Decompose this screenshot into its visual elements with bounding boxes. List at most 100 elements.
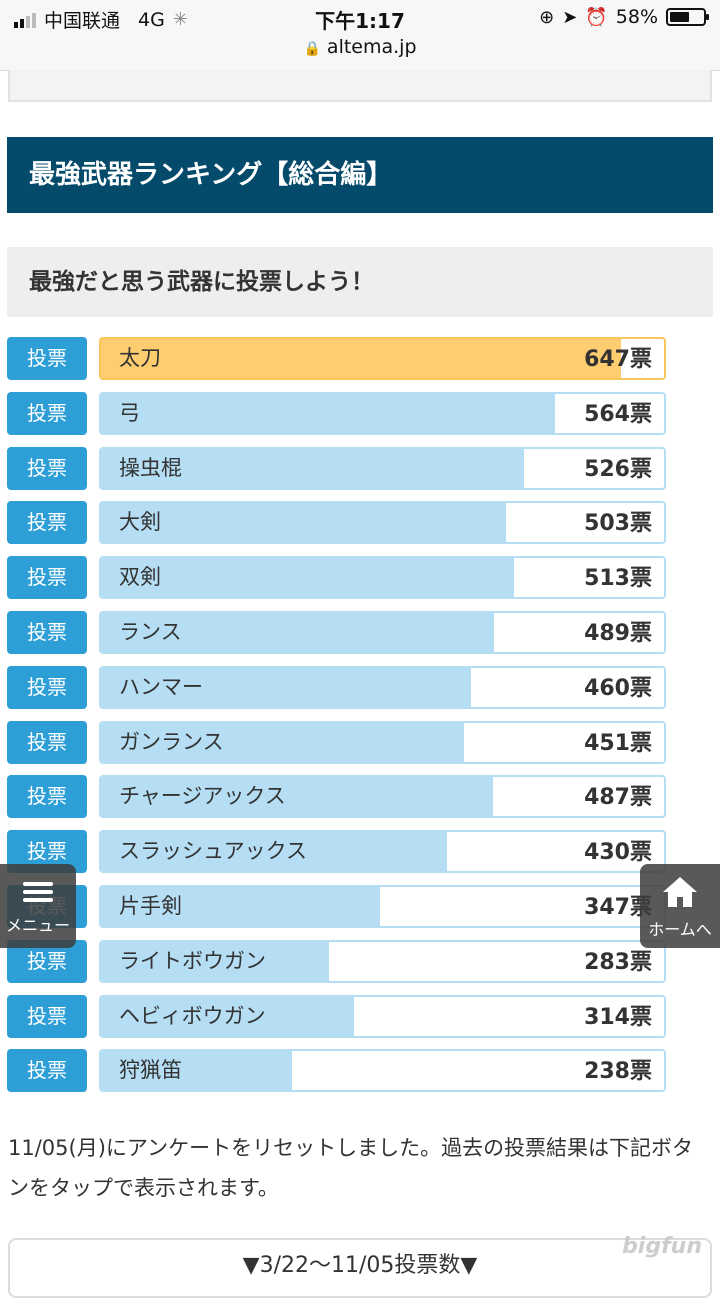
weapon-name: スラッシュアックス [119,839,307,863]
vote-button[interactable]: 投票 [7,501,87,544]
rotation-lock-icon: ⊕ [539,6,555,28]
vote-bar-fill [101,394,555,433]
vote-bar-fill [101,777,493,816]
status-bar: 中国联通 4G ✳ 下午1:17 ⊕ ➤ ⏰ 58% 🔒 altema.jp [0,0,720,71]
vote-count: 513票 [584,566,652,591]
vote-bar: 片手剣 347票 [99,885,666,928]
vote-bar: ヘビィボウガン 314票 [99,995,666,1038]
vote-bar-fill [101,668,471,707]
vote-bar-fill [101,942,329,981]
vote-count: 238票 [584,1059,652,1084]
ranking-row: 投票 大剣 503票 [0,501,720,545]
vote-bar: 双剣 513票 [99,556,666,599]
ranking-row: 投票 ハンマー 460票 [0,666,720,710]
vote-bar: 弓 564票 [99,392,666,435]
battery-percent: 58% [615,6,658,28]
vote-bar: チャージアックス 487票 [99,775,666,818]
vote-button[interactable]: 投票 [7,995,87,1038]
weapon-name: 大剣 [119,510,161,534]
ranking-row: 投票片手剣347票 [0,885,720,929]
vote-bar-fill [101,887,381,926]
weapon-name: 太刀 [119,346,161,370]
vote-bar: 大剣 503票 [99,501,666,544]
floating-home-button[interactable]: ホームへ [640,864,720,948]
vote-count: 503票 [584,511,652,536]
vote-button[interactable]: 投票 [7,556,87,599]
menu-icon [23,882,53,902]
ranking-row: 投票 太刀 647票 [0,337,720,381]
ranking-row: 投票 弓 564票 [0,392,720,436]
vote-bar: ガンランス 451票 [99,721,666,764]
ranking-row: 投票 スラッシュアックス 430票 [0,830,720,874]
vote-bar: 操虫棍 526票 [99,447,666,490]
lock-icon: 🔒 [303,41,321,57]
battery-icon [666,8,709,26]
weapon-name: 片手剣 [119,894,182,918]
loading-spinner-icon: ✳ [172,9,188,30]
ranking-row: 投票 ライトボウガン 283票 [0,940,720,984]
watermark-logo: bigfun [622,1234,702,1259]
vote-count: 647票 [584,347,652,372]
ranking-row: 投票 ヘビィボウガン 314票 [0,995,720,1039]
signal-icon [14,12,36,28]
weapon-name: 弓 [119,401,140,425]
vote-bar-fill [101,613,495,652]
vote-bar-fill [101,1051,293,1090]
vote-button[interactable]: 投票 [7,337,87,380]
vote-bar-fill [101,832,447,871]
vote-count: 489票 [584,621,652,646]
clock: 下午1:17 [315,9,405,33]
vote-button[interactable]: 投票 [7,447,87,490]
vote-button[interactable]: 投票 [7,775,87,818]
ranking-row: 投票 狩猟笛 238票 [0,1049,720,1093]
ranking-row: 投票 ランス 489票 [0,611,720,655]
floating-menu-button[interactable]: メニュー [0,864,76,948]
ranking-row: 投票 チャージアックス 487票 [0,775,720,819]
weapon-name: ハンマー [119,675,203,699]
status-right: ⊕ ➤ ⏰ 58% [539,6,709,28]
section-title: 最強武器ランキング【総合編】 [7,137,713,213]
vote-bar: 狩猟笛 238票 [99,1049,666,1092]
menu-label: メニュー [5,916,70,935]
section-subtitle: 最強だと思う武器に投票しよう！ [7,247,713,317]
vote-count: 460票 [584,676,652,701]
alarm-icon: ⏰ [585,6,608,28]
vote-bar: ライトボウガン 283票 [99,940,666,983]
weapon-name: チャージアックス [119,784,286,808]
ranking-row: 投票 双剣 513票 [0,556,720,600]
vote-button[interactable]: 投票 [7,392,87,435]
status-left: 中国联通 4G ✳ [14,6,188,33]
home-icon [663,877,697,907]
url-text: altema.jp [326,36,417,58]
vote-bar-fill [101,503,506,542]
weapon-name: ランス [119,620,182,644]
vote-count: 487票 [584,785,652,810]
weapon-name: 双剣 [119,565,161,589]
weapon-name: ライトボウガン [119,949,266,973]
vote-bar: ランス 489票 [99,611,666,654]
vote-count: 283票 [584,950,652,975]
reset-note: 11/05(月)にアンケートをリセットしました。過去の投票結果は下記ボタンをタッ… [8,1136,694,1200]
vote-bar: スラッシュアックス 430票 [99,830,666,873]
vote-bar-fill [101,723,464,762]
weapon-name: 操虫棍 [119,456,182,480]
vote-button[interactable]: 投票 [7,1049,87,1092]
home-label: ホームへ [648,920,712,939]
url-bar[interactable]: 🔒 altema.jp [0,36,720,58]
vote-count: 430票 [584,840,652,865]
ranking-row: 投票 ガンランス 451票 [0,721,720,765]
weapon-name: ガンランス [119,730,224,754]
vote-count: 564票 [584,402,652,427]
ranking-row: 投票 操虫棍 526票 [0,447,720,491]
vote-button[interactable]: 投票 [7,721,87,764]
vote-button[interactable]: 投票 [7,666,87,709]
previous-section-box [8,70,712,102]
vote-button[interactable]: 投票 [7,611,87,654]
vote-bar-fill [101,997,354,1036]
past-results-button[interactable]: ▼3/22〜11/05投票数▼ [8,1238,712,1298]
vote-count: 526票 [584,457,652,482]
vote-bar-fill [101,449,525,488]
weapon-name: ヘビィボウガン [119,1004,266,1028]
weapon-name: 狩猟笛 [119,1058,182,1082]
network-label: 4G [138,8,165,31]
